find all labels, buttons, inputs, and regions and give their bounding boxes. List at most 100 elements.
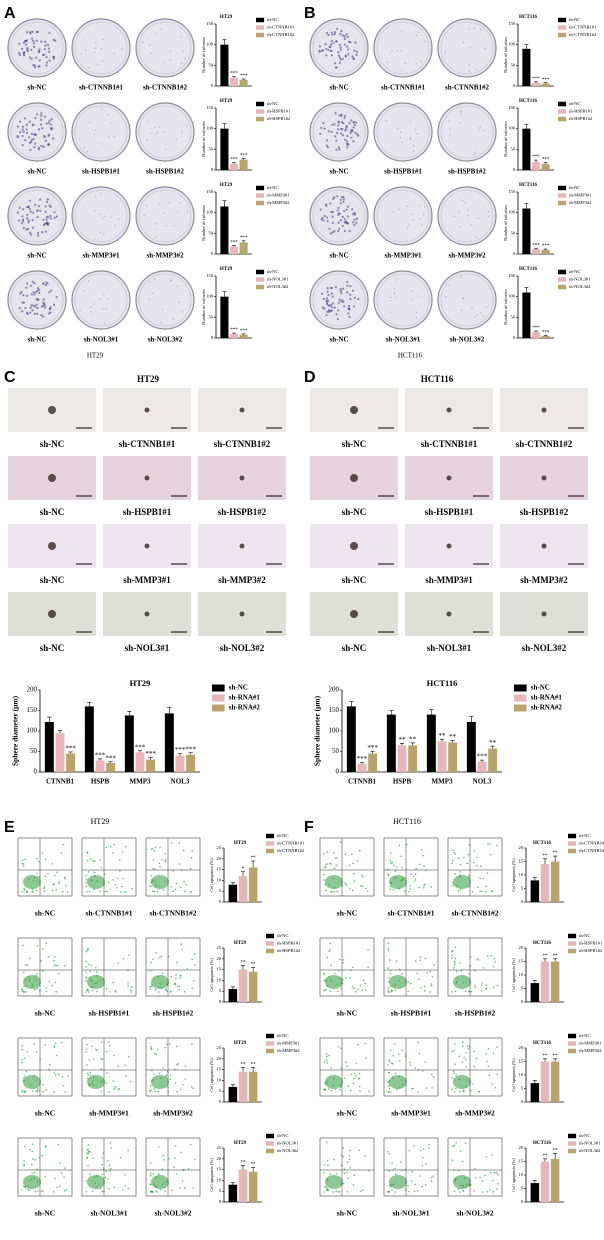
flow-event xyxy=(130,1080,132,1083)
legend-label: sh-MMP3#2 xyxy=(569,200,592,205)
legend-swatch xyxy=(266,1148,275,1154)
flow-event xyxy=(154,1090,157,1093)
flow-event xyxy=(452,1070,455,1072)
flow-cluster xyxy=(325,1075,343,1089)
colony xyxy=(336,230,340,233)
flow-event xyxy=(496,1188,498,1190)
flow-event xyxy=(54,981,57,984)
flow-event xyxy=(353,872,355,875)
flow-event xyxy=(38,1157,41,1159)
flow-event xyxy=(185,883,187,886)
colony xyxy=(28,207,31,211)
flow-event xyxy=(168,1042,171,1045)
plate-rim xyxy=(138,189,192,243)
flow-event xyxy=(362,979,365,982)
chart-title: HT29 xyxy=(220,267,233,272)
flow-event xyxy=(342,1155,345,1158)
y-axis-label: Number of colonies xyxy=(503,121,508,157)
flow-event xyxy=(179,976,182,979)
colony xyxy=(93,209,96,212)
bar xyxy=(531,82,541,86)
bar xyxy=(220,128,229,170)
flow-event xyxy=(423,865,425,867)
legend-swatch xyxy=(256,200,265,206)
flow-event xyxy=(353,987,356,990)
y-tick-label: 15 xyxy=(217,967,222,972)
colony xyxy=(343,217,346,221)
colony xyxy=(172,318,175,320)
flow-event xyxy=(160,955,163,958)
colony xyxy=(28,120,31,123)
colony xyxy=(348,122,351,125)
image-label: sh-NC xyxy=(27,252,46,260)
sphere xyxy=(48,610,56,618)
flow-event xyxy=(86,949,89,951)
flow-event xyxy=(455,970,458,973)
legend-swatch xyxy=(266,1141,275,1146)
colony xyxy=(420,61,423,63)
flow-event xyxy=(489,1171,492,1174)
colony xyxy=(331,33,334,36)
flow-event xyxy=(35,1090,37,1092)
colony xyxy=(462,298,465,300)
flow-event xyxy=(453,967,455,969)
bar xyxy=(466,721,476,772)
image-label: sh-CTNNB1#1 xyxy=(421,439,478,449)
flow-event xyxy=(42,970,44,972)
flow-event xyxy=(22,1185,25,1188)
colony xyxy=(154,126,156,128)
bar xyxy=(540,961,550,1002)
plate-rim xyxy=(10,105,64,159)
flow-event xyxy=(358,1149,360,1152)
flow-event xyxy=(411,1087,413,1090)
legend-label: sh-MMP3#1 xyxy=(277,1041,300,1046)
y-tick-label: 10 xyxy=(217,877,222,882)
flow-event xyxy=(191,987,194,990)
colony xyxy=(26,46,29,50)
flow-event xyxy=(323,873,325,876)
legend-swatch xyxy=(558,200,567,206)
flow-event xyxy=(108,1091,110,1093)
legend-swatch xyxy=(212,694,225,702)
flow-event xyxy=(168,1157,170,1160)
flow-event xyxy=(102,1152,105,1155)
colony xyxy=(346,140,349,143)
bar xyxy=(530,1083,540,1102)
colony xyxy=(45,215,48,218)
y-tick-label: 20 xyxy=(217,956,222,961)
flow-event xyxy=(391,1189,393,1191)
colony xyxy=(32,123,35,126)
y-tick-label: 150 xyxy=(508,273,516,278)
colony xyxy=(146,139,148,141)
flow-event xyxy=(117,962,120,964)
legend-label: sh-CTNNB1#2 xyxy=(267,32,295,37)
colony xyxy=(480,312,482,314)
colony xyxy=(343,210,346,213)
flow-event xyxy=(461,1045,464,1048)
y-tick-label: 0 xyxy=(219,1199,222,1204)
image-label: sh-MMP3#1 xyxy=(123,575,171,585)
significance-label: *** xyxy=(532,243,540,248)
legend-swatch xyxy=(568,1141,577,1146)
colony xyxy=(423,40,426,43)
colony xyxy=(460,276,462,278)
flow-event xyxy=(53,1046,56,1049)
flow-event xyxy=(351,853,353,856)
flow-event xyxy=(150,961,152,964)
y-axis-label: Number of colonies xyxy=(503,37,508,73)
flow-event xyxy=(327,1189,330,1191)
colony xyxy=(29,31,32,34)
flow-event xyxy=(85,991,88,993)
colony xyxy=(108,135,110,138)
y-axis-label: Number of colonies xyxy=(503,205,508,241)
colony xyxy=(184,57,186,60)
colony xyxy=(49,214,52,218)
colony xyxy=(93,238,96,240)
flow-event xyxy=(86,1156,89,1159)
flow-event xyxy=(96,1049,98,1051)
flow-event xyxy=(337,1045,340,1048)
legend-label: sh-HSPB1#2 xyxy=(569,116,593,121)
flow-event xyxy=(388,1060,391,1063)
section-title: HCT116 xyxy=(393,817,421,826)
y-tick-label: 50 xyxy=(209,62,214,67)
